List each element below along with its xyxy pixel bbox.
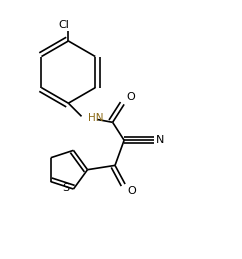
Text: HN: HN <box>88 113 103 123</box>
Text: N: N <box>156 135 164 145</box>
Text: O: O <box>127 186 136 196</box>
Text: O: O <box>126 92 135 103</box>
Text: S: S <box>62 183 69 193</box>
Text: Cl: Cl <box>58 20 69 30</box>
